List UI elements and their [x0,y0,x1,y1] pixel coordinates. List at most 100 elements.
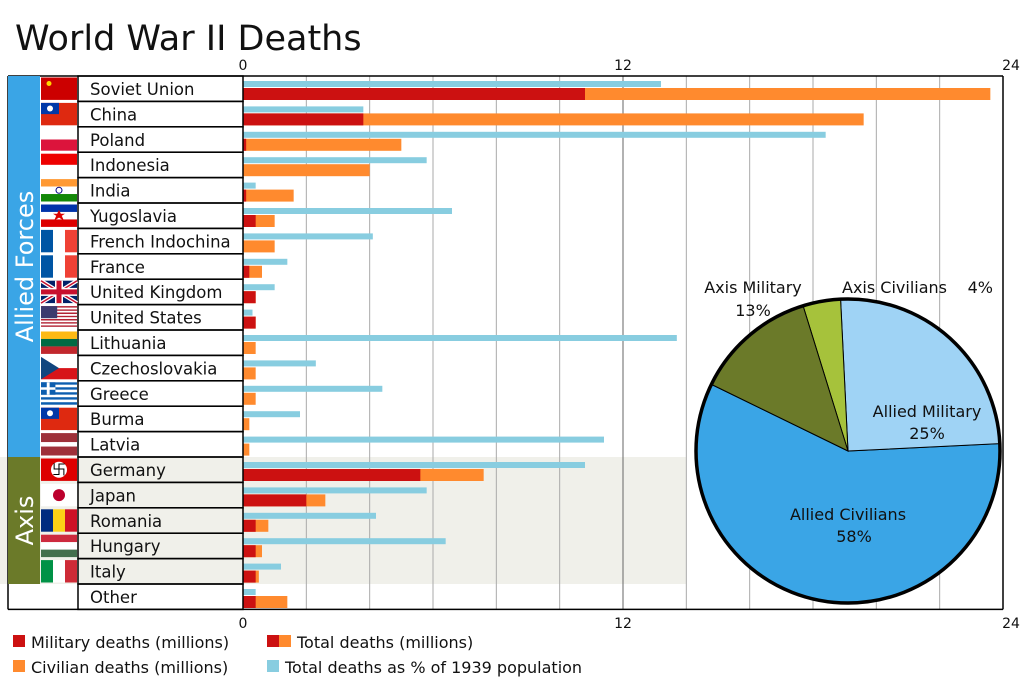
flag-part [41,346,77,354]
flags: 卐 [39,77,79,583]
india-flag-icon [41,179,77,202]
percent-bar [243,589,256,595]
france-flag-icon [41,229,77,253]
flag-part [46,81,52,86]
pie-label: 13% [735,301,771,320]
pie-label: 25% [909,424,945,443]
france-flag-icon [41,255,77,278]
percent-bar [243,462,585,468]
total-bar [243,164,370,177]
military-bar [243,596,256,608]
percent-bar [243,436,604,443]
flag-part [41,368,77,380]
country-label: Latvia [90,436,140,455]
military-bar [243,519,256,532]
total-bar [243,113,864,126]
flag-part [41,560,53,583]
flag-part [53,509,65,532]
flag-part [41,312,77,315]
flag-part [41,317,77,319]
flag-part [41,326,77,329]
country-label: France [90,258,145,277]
flag-part [41,306,58,319]
percent-bar [243,106,364,113]
country-label: Poland [90,131,145,150]
united-states-flag-icon [41,306,77,329]
romania-flag-icon [41,509,77,532]
lithuania-flag-icon [41,331,77,354]
flag-part [41,219,77,227]
group-label: Allied Forces [11,191,39,343]
percent-bar [243,335,677,341]
pie-label: Axis Civilians [842,278,947,297]
flag-part [55,186,63,194]
percent-bar [243,360,316,367]
percent-bar [243,487,427,494]
yugoslavia-flag-icon [41,204,77,227]
flag-part [41,186,77,195]
country-label: China [90,105,137,124]
pie-label: Allied Military [873,402,982,421]
flag-part [41,331,77,339]
legend-swatch-military [13,635,25,647]
country-label: Burma [90,410,144,429]
flag-part [41,77,77,100]
deaths-pie-chart: Allied Civilians 58% Allied Military 25% Axi… [694,278,1002,605]
legend-swatch-percent [267,660,279,672]
flag-part [53,560,65,583]
military-bar [243,570,256,583]
flag-part [41,387,56,390]
country-label: Other [90,588,137,607]
military-bar [243,265,250,278]
china-flag-icon [41,102,77,126]
burma-flag-icon [41,407,77,431]
czechoslovakia-flag-icon [41,356,77,380]
flag-part [41,542,77,550]
percent-bar [243,258,288,265]
country-label: Lithuania [90,334,166,353]
flag-part [41,338,77,347]
top-tick-label: 12 [614,58,632,74]
flag-part [41,310,77,313]
japan-flag-icon [41,483,77,507]
total-bar [243,189,294,202]
flag-part [53,209,65,221]
total-bar [243,443,250,456]
axis-ticks: 0 12 24 0 12 24 [239,58,1020,632]
soviet-union-flag-icon [41,77,77,100]
country-label: United States [90,309,202,328]
country-label: Czechoslovakia [90,359,217,378]
flag-part [41,255,53,278]
flag-part [41,392,77,395]
flag-part [41,153,77,165]
flag-part [41,194,77,202]
legend-label: Civilian deaths (millions) [31,658,228,677]
flag-part [47,410,53,417]
top-tick-label: 24 [1002,58,1020,74]
flag-part [41,534,77,543]
legend-label: Military deaths (millions) [31,633,229,652]
country-label: Italy [90,563,126,582]
percent-bar [243,233,373,240]
flag-part [41,399,77,403]
flag-part: 卐 [52,463,66,479]
percent-bar [243,309,253,316]
military-bar [243,189,247,202]
country-label: Germany [90,461,166,480]
chart-title: World War II Deaths [15,19,362,59]
axis-band [8,457,40,584]
military-bar [243,138,247,151]
percent-bar [243,284,275,291]
total-bar [243,342,256,354]
flag-part [41,229,53,253]
percent-bar [243,538,446,545]
flag-part [41,204,77,212]
greece-flag-icon [41,382,77,405]
flag-part [41,325,77,327]
military-bar [243,113,364,126]
flag-part [41,387,77,390]
germany-flag-icon: 卐 [41,458,77,481]
flag-part [65,229,77,253]
legend: Military deaths (millions) Total deaths (… [13,633,582,677]
